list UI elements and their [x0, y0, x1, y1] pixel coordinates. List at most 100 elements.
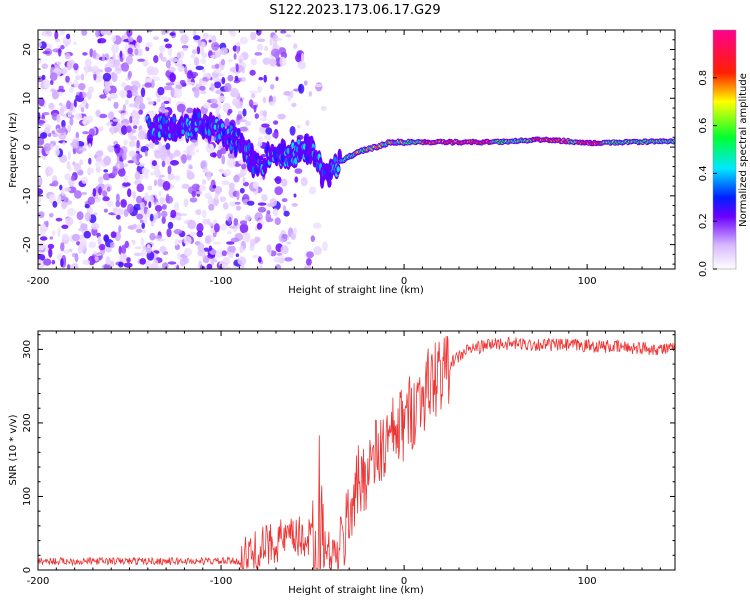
heatmap-cell: [269, 84, 275, 90]
heatmap-cell: [227, 108, 233, 114]
heatmap-cell: [208, 39, 212, 43]
heatmap-cell: [200, 159, 208, 170]
y-tick-label: 0: [22, 567, 33, 573]
heatmap-cell: [196, 46, 201, 55]
ridge-cell: [147, 120, 151, 127]
heatmap-cell: [62, 67, 67, 75]
heatmap-cell: [177, 252, 181, 260]
heatmap-cell: [111, 35, 116, 43]
heatmap-cell: [203, 247, 209, 252]
heatmap-cell: [121, 125, 128, 135]
heatmap-cell: [210, 98, 218, 104]
heatmap-cell: [66, 33, 71, 40]
y-tick-label: -20: [22, 236, 33, 252]
heatmap-cell: [127, 70, 133, 78]
heatmap-cell: [228, 216, 232, 225]
heatmap-cell: [242, 176, 246, 184]
heatmap-cell: [148, 201, 152, 209]
heatmap-cell: [283, 91, 293, 96]
heatmap-cell: [249, 69, 256, 76]
heatmap-cell: [281, 233, 288, 239]
heatmap-cell: [107, 58, 115, 67]
heatmap-cell: [289, 126, 296, 136]
heatmap-cell: [200, 58, 207, 65]
y-tick-label: 10: [22, 92, 33, 105]
heatmap-cell: [122, 152, 127, 161]
figure-title: S122.2023.173.06.17.G29: [269, 3, 440, 18]
heatmap-cell: [143, 217, 148, 225]
y-tick-label: -10: [22, 188, 33, 204]
heatmap-cell: [110, 125, 115, 135]
heatmap-cell: [183, 198, 189, 208]
heatmap-cell: [272, 132, 279, 139]
heatmap-cell: [233, 79, 240, 84]
heatmap-cell: [220, 147, 227, 155]
heatmap-cell: [138, 109, 144, 115]
heatmap-cell: [118, 89, 128, 97]
heatmap-cell: [122, 182, 131, 187]
heatmap-cell: [139, 219, 144, 223]
heatmap-cell: [95, 253, 102, 257]
heatmap-cell: [132, 190, 137, 199]
y-tick-label: 0: [22, 144, 33, 150]
heatmap-cell: [137, 58, 146, 62]
heatmap-cell: [187, 81, 195, 86]
heatmap-cell: [217, 50, 221, 58]
heatmap-cell: [64, 187, 71, 192]
heatmap-cell: [40, 132, 48, 139]
heatmap-cell: [66, 60, 72, 71]
heatmap-cell: [72, 233, 80, 242]
heatmap-cell: [127, 160, 135, 164]
colorbar-tick-label: 0.6: [698, 118, 709, 134]
heatmap-cell: [70, 175, 76, 181]
heatmap-cell: [184, 65, 188, 75]
heatmap-cell: [293, 227, 298, 235]
heatmap-cell: [212, 184, 217, 189]
heatmap-cell: [272, 208, 279, 217]
heatmap-cell: [43, 78, 50, 89]
ridge-cell: [251, 166, 255, 175]
heatmap-cell: [235, 63, 239, 73]
heatmap-cell: [159, 245, 167, 253]
heatmap-cell: [176, 264, 180, 269]
heatmap-cell: [266, 210, 271, 215]
heatmap-cell: [320, 106, 327, 111]
heatmap-cell: [134, 171, 141, 180]
heatmap-cell: [158, 191, 162, 197]
heatmap-cell: [133, 252, 142, 257]
y-tick-label: 300: [22, 340, 33, 359]
heatmap-cell: [261, 123, 270, 128]
heatmap-cell: [104, 67, 113, 73]
heatmap-cell: [291, 203, 298, 207]
heatmap-cell: [80, 107, 85, 113]
heatmap-cell: [239, 220, 248, 225]
heatmap-cell: [127, 36, 134, 43]
heatmap-cell: [51, 259, 56, 265]
heatmap-cell: [211, 35, 217, 43]
heatmap-cell: [137, 83, 141, 88]
heatmap-cell: [90, 222, 100, 230]
heatmap-cell: [161, 204, 167, 210]
heatmap-cell: [118, 245, 122, 255]
x-tick-label: -100: [210, 576, 233, 587]
x-tick-label: 100: [578, 276, 597, 287]
heatmap-cell: [249, 90, 258, 94]
heatmap-cell: [88, 143, 92, 150]
heatmap-cell: [52, 200, 58, 208]
heatmap-cell: [215, 108, 219, 113]
heatmap-cell: [181, 183, 190, 189]
heatmap-cell: [254, 113, 259, 119]
heatmap-cell: [154, 150, 162, 159]
heatmap-cell: [239, 58, 243, 63]
heatmap-cell: [124, 99, 129, 105]
heatmap-cell: [145, 260, 151, 269]
heatmap-cell: [195, 149, 200, 153]
heatmap-cell: [269, 37, 273, 46]
heatmap-cell: [256, 222, 263, 230]
heatmap-cell: [97, 235, 102, 246]
heatmap-cell: [189, 165, 193, 170]
heatmap-cell: [100, 30, 108, 36]
heatmap-cell: [49, 236, 54, 240]
heatmap-cell: [322, 241, 328, 252]
heatmap-cell: [74, 253, 79, 263]
